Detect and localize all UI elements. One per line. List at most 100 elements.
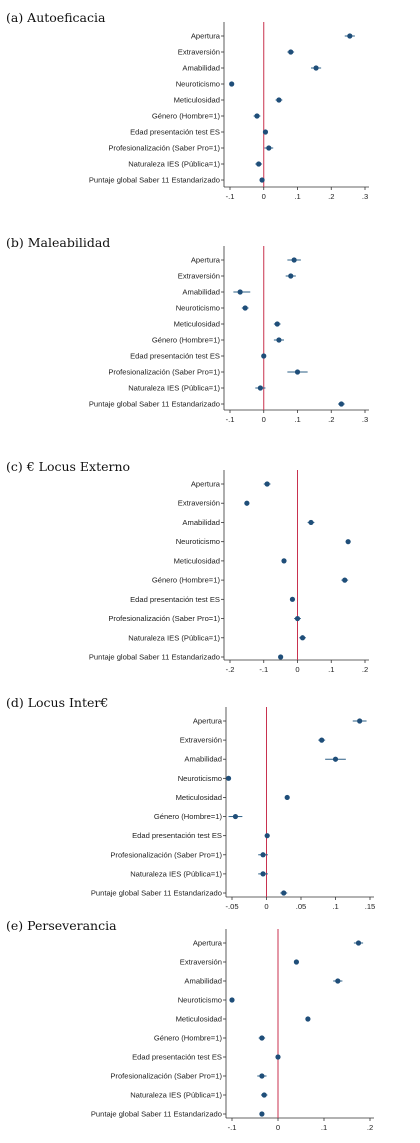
coefficient-point (308, 519, 314, 526)
category-label: Apertura (191, 32, 221, 41)
x-tick-label: .2 (362, 665, 368, 674)
x-tick-label: .3 (362, 415, 368, 424)
x-tick-label: -.1 (259, 665, 268, 674)
x-tick-label: -.05 (225, 902, 238, 911)
coefficient-point (274, 321, 280, 327)
coefficient-point (289, 596, 296, 602)
category-label: Amabilidad (182, 288, 220, 297)
coefficient-point (260, 871, 266, 877)
category-label: Meticulosidad (174, 96, 220, 105)
x-tick-label: .1 (294, 415, 300, 424)
category-label: Neuroticismo (176, 537, 220, 546)
coefficient-point (276, 97, 282, 103)
x-tick-label: .15 (365, 902, 376, 911)
category-label: Profesionalización (Saber Pro=1) (110, 850, 222, 859)
coefficient-point (229, 997, 235, 1003)
category-label: Edad presentación test ES (132, 831, 222, 840)
x-tick-label: -.1 (226, 192, 235, 201)
coefficient-point (261, 1092, 267, 1098)
category-label: Género (Hombre=1) (154, 812, 223, 821)
coefficient-point (232, 813, 239, 820)
x-tick-label: .2 (328, 415, 334, 424)
coefficient-point (355, 940, 362, 946)
category-label: Puntaje global Saber 11 Estandarizado (91, 889, 222, 898)
coefficient-point (259, 1073, 265, 1079)
x-tick-label: .05 (296, 902, 307, 911)
coefficient-point (256, 161, 262, 167)
coefficient-point (335, 978, 341, 984)
coefficient-point (264, 833, 270, 839)
category-label: Apertura (193, 939, 223, 948)
category-label: Edad presentación test ES (130, 595, 220, 604)
coefficient-point (260, 852, 266, 858)
coefficient-point (281, 558, 287, 564)
coefficient-point (294, 369, 301, 375)
category-label: Apertura (191, 256, 221, 265)
category-label: Edad presentación test ES (132, 1053, 222, 1062)
coefficient-point (347, 33, 353, 39)
coefficient-point (242, 305, 248, 311)
category-label: Meticulosidad (176, 793, 222, 802)
coefficient-point (261, 353, 267, 359)
category-label: Puntaje global Saber 11 Estandarizado (89, 176, 220, 185)
category-label: Neuroticismo (178, 774, 222, 783)
category-label: Naturaleza IES (Pública=1) (128, 160, 220, 169)
category-label: Neuroticismo (176, 304, 220, 313)
category-label: Amabilidad (182, 518, 220, 527)
category-label: Género (Hombre=1) (152, 112, 221, 121)
coefficient-point (259, 1035, 265, 1041)
coefficient-point (357, 718, 363, 724)
category-label: Meticulosidad (174, 556, 220, 565)
coefficient-point (276, 337, 282, 343)
x-tick-label: -.1 (228, 1123, 237, 1132)
panel-title: (c) € Locus Externo (6, 459, 130, 474)
category-label: Extraversión (178, 48, 220, 57)
panel-title: (a) Autoeficacia (6, 10, 106, 25)
x-tick-label: .1 (328, 665, 334, 674)
category-label: Género (Hombre=1) (152, 336, 221, 345)
category-label: Género (Hombre=1) (154, 1034, 223, 1043)
x-tick-label: -.1 (226, 415, 235, 424)
category-label: Puntaje global Saber 11 Estandarizado (89, 400, 220, 409)
panel-title: (e) Perseverancia (6, 918, 117, 933)
coefficient-point (288, 273, 294, 279)
x-tick-label: .3 (362, 192, 368, 201)
coefficient-point (257, 385, 263, 391)
x-tick-label: 0 (262, 192, 266, 201)
panel-title: (b) Maleabilidad (6, 235, 110, 250)
category-label: Amabilidad (184, 755, 222, 764)
coefficient-point (244, 500, 250, 506)
coefficient-point (275, 1054, 281, 1060)
category-label: Naturaleza IES (Pública=1) (130, 869, 222, 878)
coefficient-point (259, 1111, 265, 1117)
coefficient-point (237, 289, 243, 295)
coefficient-point (225, 775, 232, 781)
x-tick-label: .1 (321, 1123, 327, 1132)
category-label: Profesionalización (Saber Pro=1) (108, 144, 220, 153)
category-label: Naturaleza IES (Pública=1) (130, 1091, 222, 1100)
coefficient-point (305, 1016, 311, 1022)
chart-panel-4: (d) Locus Inter€ -.05 0 .05 .1 .15 Apertura Ext… (6, 695, 375, 911)
category-label: Profesionalización (Saber Pro=1) (108, 614, 220, 623)
category-label: Neuroticismo (178, 996, 222, 1005)
category-label: Extraversión (180, 736, 222, 745)
category-label: Extraversión (178, 272, 220, 281)
category-label: Profesionalización (Saber Pro=1) (108, 368, 220, 377)
x-tick-label: .2 (367, 1123, 373, 1132)
coefficient-point (264, 481, 270, 487)
coefficient-point (291, 257, 297, 263)
coefficient-point (254, 113, 260, 119)
x-tick-label: 0 (262, 415, 266, 424)
category-label: Apertura (191, 480, 221, 489)
coefficient-point (313, 65, 319, 71)
chart-panel-3: (c) € Locus Externo -.2 -.1 0 .1 .2 Apertura Ex… (6, 459, 369, 674)
category-label: Naturaleza IES (Pública=1) (128, 384, 220, 393)
category-label: Extraversión (178, 499, 220, 508)
category-label: Género (Hombre=1) (152, 576, 221, 585)
x-tick-label: 0 (295, 665, 299, 674)
coefficient-point (284, 794, 290, 801)
category-label: Neuroticismo (176, 80, 220, 89)
coefficient-point (281, 890, 287, 896)
coefficient-point (294, 615, 301, 622)
